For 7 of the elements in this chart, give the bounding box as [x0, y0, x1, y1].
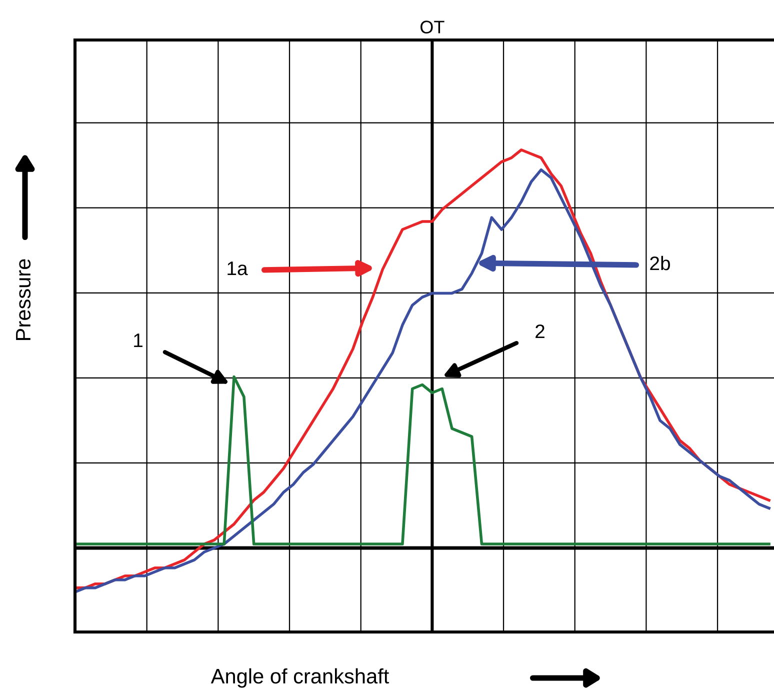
annotation: 2b	[650, 256, 670, 270]
annotation: 1	[134, 334, 142, 348]
y-axis-title: Pressure	[16, 259, 31, 340]
annotation: 1a	[228, 262, 248, 276]
x-axis-title: Angle of crankshaft	[210, 668, 390, 688]
text: OT	[420, 20, 444, 34]
annotation: 2	[536, 324, 544, 338]
